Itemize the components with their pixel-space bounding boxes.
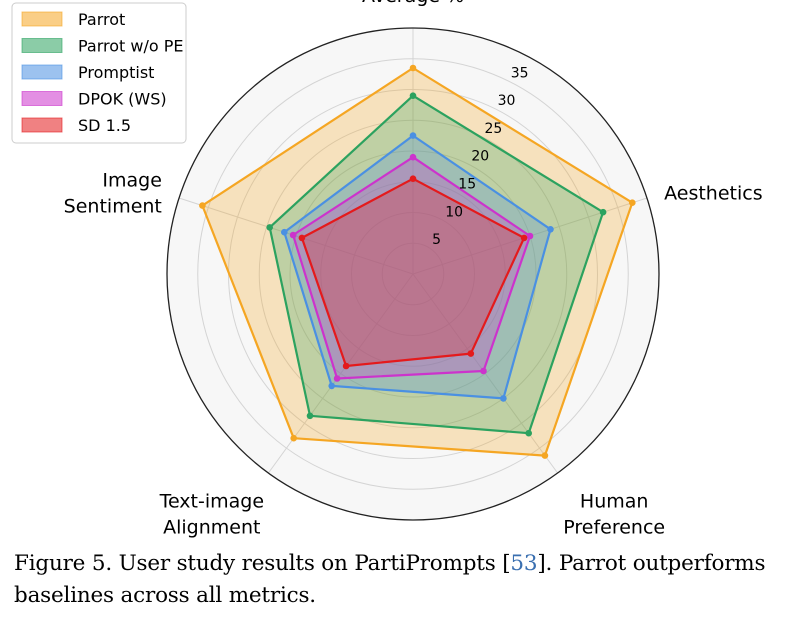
data-point — [298, 234, 306, 242]
data-point — [199, 202, 206, 209]
data-point — [526, 232, 534, 240]
caption-suffix: ]. Parrot outperforms baselines across a… — [14, 551, 766, 608]
data-point — [629, 199, 636, 206]
r-tick-label: 20 — [471, 149, 489, 165]
data-point — [306, 412, 314, 420]
data-point — [547, 226, 554, 233]
data-point — [409, 175, 417, 182]
data-point — [333, 375, 341, 382]
legend-item: DPOK (WS) — [21, 90, 167, 109]
data-point — [520, 234, 528, 242]
legend-swatch — [21, 11, 63, 27]
axis-label: Text-image Alignment — [159, 491, 264, 539]
series-group — [298, 175, 528, 370]
r-tick-label: 10 — [445, 204, 463, 220]
series-area — [292, 156, 532, 380]
axis-label: Average % — [362, 0, 464, 7]
figure-caption: Figure 5. User study results on PartiPro… — [14, 548, 789, 612]
r-tick-label: 35 — [511, 65, 529, 81]
outer-ring — [166, 27, 660, 521]
r-tick-label: 30 — [498, 93, 516, 109]
data-point — [500, 395, 507, 402]
series-area — [300, 177, 526, 368]
legend-label: Promptist — [78, 63, 154, 82]
data-point — [289, 231, 297, 239]
legend-item: Parrot w/o PE — [21, 37, 184, 56]
data-point — [281, 228, 288, 236]
series-group — [289, 153, 534, 382]
data-point — [328, 382, 336, 390]
data-point — [409, 132, 417, 139]
axis-label: Aesthetics — [664, 182, 763, 204]
r-tick-label: 15 — [458, 177, 476, 193]
legend-item: Promptist — [21, 63, 154, 82]
radar-chart: 510 15 20 25 30 35 Average % Aesthetics HumanPre… — [11, 0, 763, 539]
data-point — [525, 429, 532, 437]
data-point — [409, 64, 417, 72]
data-point — [409, 153, 417, 161]
legend-swatch — [21, 64, 63, 80]
axis-label: Human Preference — [563, 491, 665, 539]
r-tick-label: 5 — [432, 232, 441, 248]
legend-swatch — [21, 91, 63, 106]
legend-swatch — [21, 38, 63, 53]
radar-labels: 510 15 20 25 30 35 Average % Aesthetics HumanPre… — [64, 0, 763, 539]
data-point — [409, 92, 417, 99]
legend-swatch — [21, 117, 63, 133]
data-point — [467, 350, 475, 357]
legend-item: Parrot — [21, 10, 125, 29]
legend-item: SD 1.5 — [21, 116, 131, 135]
data-point — [480, 367, 487, 375]
series-area — [283, 134, 552, 400]
caption-reference-link[interactable]: 53 — [510, 551, 538, 576]
series-group — [281, 132, 554, 402]
legend-label: DPOK (WS) — [78, 90, 167, 109]
legend-label: SD 1.5 — [78, 116, 131, 135]
r-tick-label: 25 — [485, 121, 503, 137]
legend-label: Parrot — [78, 10, 125, 29]
data-point — [266, 224, 274, 231]
data-point — [541, 452, 549, 459]
data-point — [290, 434, 298, 442]
legend: Parrot Parrot w/o PE Promptist DPOK (WS) SD … — [11, 2, 187, 144]
caption-prefix: Figure 5. User study results on PartiPro… — [14, 551, 511, 576]
legend-label: Parrot w/o PE — [78, 37, 184, 56]
data-point — [342, 362, 350, 370]
axis-label: Image Sentiment — [64, 169, 162, 217]
data-point — [599, 208, 607, 216]
radar-series — [199, 64, 636, 459]
